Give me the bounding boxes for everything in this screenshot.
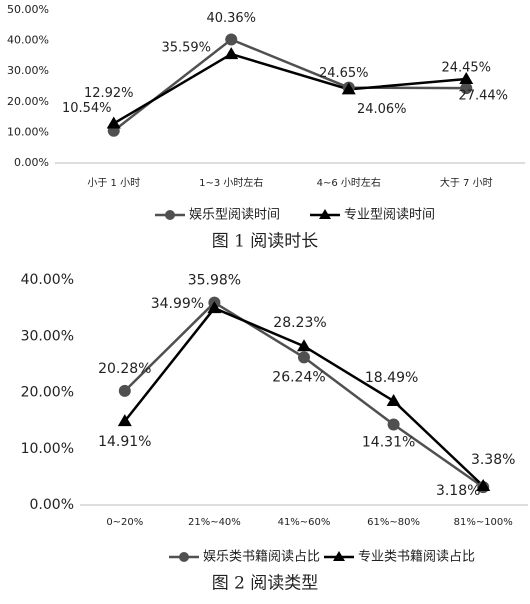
chart-caption: 图 2 阅读类型 <box>212 574 319 594</box>
point <box>117 414 132 427</box>
point <box>459 72 474 85</box>
legend-label: 专业类书籍阅读占比 <box>358 549 475 565</box>
x-tick-label: 81%~100% <box>454 517 513 528</box>
point <box>387 418 400 431</box>
y-tick-label: 30.00% <box>7 64 49 77</box>
point <box>297 339 311 352</box>
point <box>118 384 131 397</box>
data-label: 3.18% <box>436 483 480 499</box>
legend-label: 娱乐型阅读时间 <box>189 208 280 223</box>
x-tick-label: 4~6 小时左右 <box>317 176 381 189</box>
legend-label: 专业型阅读时间 <box>344 208 435 223</box>
series-line <box>112 38 467 132</box>
legend-marker <box>333 551 345 561</box>
data-label: 12.92% <box>84 86 134 101</box>
data-label: 26.24% <box>272 369 325 385</box>
data-label: 18.49% <box>365 370 418 386</box>
x-tick-label: 61%~80% <box>367 517 420 528</box>
data-label: 35.59% <box>161 41 211 56</box>
y-tick-label: 50.00% <box>7 3 49 16</box>
point <box>341 82 356 95</box>
data-label: 27.44% <box>458 89 508 104</box>
data-label: 14.91% <box>98 434 151 450</box>
y-tick-label: 20.00% <box>7 95 49 108</box>
x-tick-label: 大于 7 小时 <box>440 176 493 189</box>
series-line <box>113 52 467 125</box>
legend-label: 娱乐类书籍阅读占比 <box>203 549 320 565</box>
data-label: 35.98% <box>188 273 241 289</box>
data-label: 10.54% <box>62 101 112 116</box>
point <box>224 47 239 60</box>
point <box>225 33 238 46</box>
point <box>106 116 121 129</box>
point <box>298 351 310 364</box>
x-tick-label: 1~3 小时左右 <box>199 176 263 189</box>
data-label: 24.65% <box>319 66 369 81</box>
y-tick-label: 40.00% <box>21 272 74 288</box>
data-label: 3.38% <box>471 452 515 468</box>
data-label: 34.99% <box>151 296 204 312</box>
legend-marker <box>179 552 189 562</box>
x-tick-label: 小于 1 小时 <box>87 177 140 189</box>
data-label: 20.28% <box>98 361 151 377</box>
y-tick-label: 40.00% <box>7 34 49 47</box>
x-tick-label: 41%~60% <box>278 517 331 528</box>
y-tick-label: 20.00% <box>21 385 74 401</box>
data-label: 40.36% <box>206 11 256 26</box>
legend-marker <box>165 210 175 220</box>
series-line <box>123 306 485 487</box>
x-tick-label: 21%~40% <box>188 517 241 528</box>
y-tick-label: 10.00% <box>7 125 49 138</box>
y-tick-label: 0.00% <box>30 497 74 513</box>
point <box>207 301 222 314</box>
chart-caption: 图 1 阅读时长 <box>212 232 319 252</box>
data-label: 28.23% <box>273 315 326 331</box>
x-tick-label: 0~20% <box>106 517 143 528</box>
data-label: 24.45% <box>441 61 491 76</box>
point <box>476 478 491 491</box>
y-tick-label: 30.00% <box>21 328 74 344</box>
y-tick-label: 0.00% <box>14 156 49 169</box>
legend-marker <box>319 209 331 219</box>
point <box>386 393 401 406</box>
data-label: 24.06% <box>357 102 407 117</box>
y-tick-label: 10.00% <box>21 441 74 457</box>
point <box>460 82 473 95</box>
data-label: 14.31% <box>362 435 415 451</box>
